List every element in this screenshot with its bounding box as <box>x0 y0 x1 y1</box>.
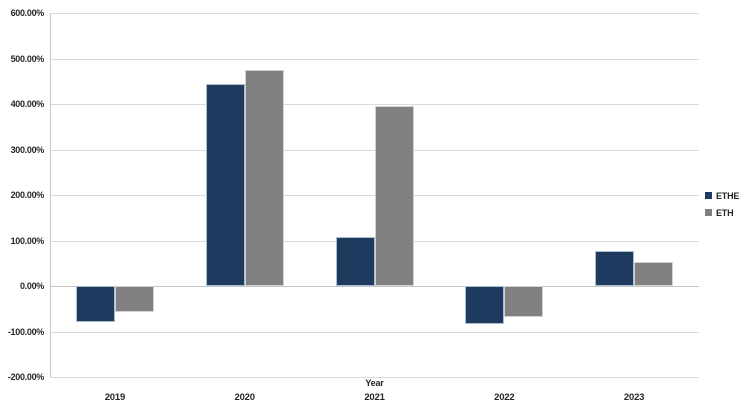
x-tick-label: 2022 <box>494 392 515 403</box>
bar-eth-2023 <box>634 261 674 286</box>
legend: ETHE ETH <box>705 187 739 221</box>
bar-eth-2020 <box>244 69 284 286</box>
bar-ethe-2020 <box>205 84 245 286</box>
y-tick-label: -100.00% <box>7 326 44 337</box>
legend-label: ETHE <box>716 190 740 201</box>
gridline <box>50 13 699 14</box>
bar-ethe-2019 <box>75 286 115 323</box>
bar-eth-2022 <box>504 286 544 317</box>
y-tick-label: 500.00% <box>10 53 45 64</box>
y-tick-label: 200.00% <box>10 190 45 200</box>
y-axis-line <box>50 13 51 377</box>
y-tick-label: 300.00% <box>10 144 45 155</box>
x-tick-label: 2019 <box>104 392 126 403</box>
legend-label: ETH <box>716 207 734 218</box>
legend-item-eth: ETH <box>705 204 739 221</box>
x-axis-title: Year <box>365 378 384 388</box>
y-tick-label: -200.00% <box>7 372 44 382</box>
gridline <box>50 58 699 60</box>
bar-ethe-2022 <box>465 286 505 324</box>
gridline <box>50 377 699 378</box>
bar-eth-2021 <box>374 105 414 286</box>
y-tick-label: 400.00% <box>10 99 45 109</box>
gridline <box>50 331 699 333</box>
y-tick-label: 100.00% <box>10 235 45 246</box>
x-tick-label: 2023 <box>623 392 645 403</box>
bar-ethe-2021 <box>335 237 375 286</box>
gridline <box>50 286 699 287</box>
legend-marker-icon <box>705 192 712 199</box>
bar-ethe-2023 <box>595 250 635 286</box>
x-tick-label: 2021 <box>364 392 385 403</box>
x-tick-label: 2020 <box>234 392 256 403</box>
y-tick-label: 0.00% <box>19 281 44 291</box>
legend-item-ethe: ETHE <box>705 187 739 204</box>
bar-eth-2019 <box>114 286 154 313</box>
gridline <box>50 104 699 105</box>
legend-marker-icon <box>705 209 712 216</box>
y-tick-label: 600.00% <box>10 8 45 18</box>
